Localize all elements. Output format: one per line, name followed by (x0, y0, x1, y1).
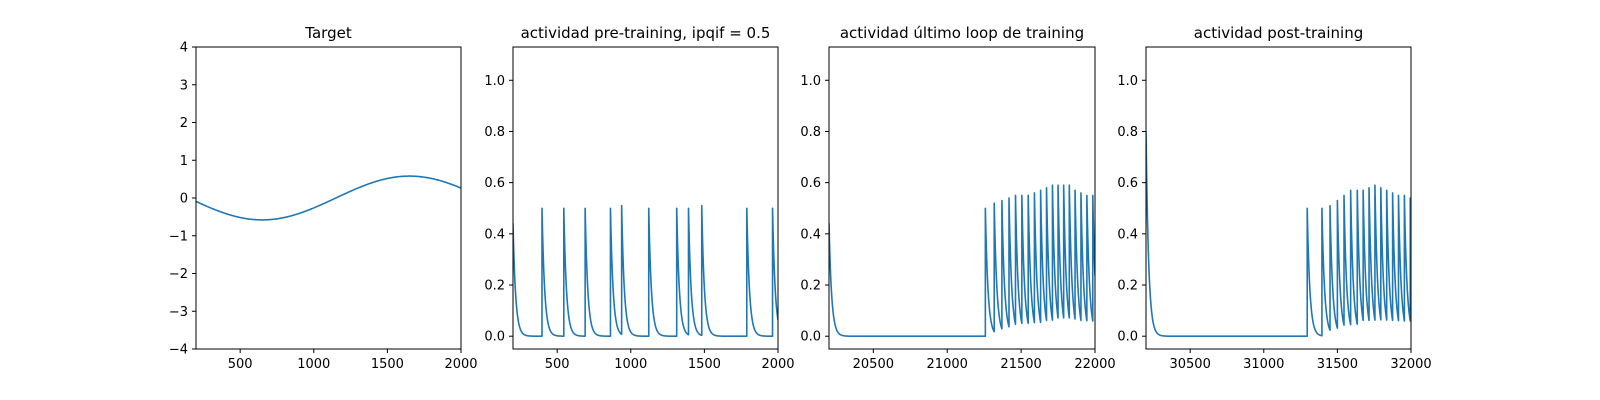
chart-title: actividad último loop de training (840, 24, 1084, 42)
x-tick-label: 1000 (297, 357, 330, 372)
plot-frame (828, 46, 1096, 350)
series-line-1 (1146, 130, 1411, 337)
series-line-1 (829, 184, 1095, 337)
y-tick-label: 4 (180, 41, 188, 56)
plot-frame (512, 46, 779, 350)
series-line-1 (196, 175, 461, 221)
y-tick-label: 0.4 (1117, 227, 1138, 242)
chart-panel-3: 20500 21000 21500 22000 0.0 0.2 0.4 0.6 0.8 1.0 ac… (800, 24, 1115, 372)
x-tick-label: 21000 (927, 357, 968, 372)
x-tick-label: 2000 (761, 357, 794, 372)
y-tick-label: 0.0 (800, 330, 821, 345)
y-tick-label: 3 (180, 78, 188, 93)
plot-frame (1145, 46, 1412, 350)
y-tick-label: 0.2 (484, 279, 505, 294)
y-tick-label: −4 (169, 343, 188, 358)
series-line-1 (513, 204, 778, 337)
y-tick-label: 0.6 (800, 176, 821, 191)
chart-title: actividad post-training (1194, 24, 1363, 42)
x-tick-label: 1500 (688, 357, 721, 372)
y-tick-label: 1 (180, 154, 188, 169)
y-tick-label: 0.0 (1117, 330, 1138, 345)
x-tick-label: 1500 (371, 357, 404, 372)
chart-title: Target (304, 24, 352, 42)
x-tick-label: 20500 (853, 357, 894, 372)
y-tick-label: 0.6 (1117, 176, 1138, 191)
y-tick-label: 0.2 (1117, 279, 1138, 294)
x-tick-label: 21500 (1000, 357, 1041, 372)
x-tick-label: 22000 (1074, 357, 1115, 372)
y-tick-label: 0.4 (484, 227, 505, 242)
x-tick-label: 1000 (614, 357, 647, 372)
chart-title: actividad pre-training, ipqif = 0.5 (521, 24, 771, 42)
x-tick-label: 31500 (1317, 357, 1358, 372)
y-tick-label: −1 (169, 229, 188, 244)
chart-panel-2: 500 1000 1500 2000 0.0 0.2 0.4 0.6 0.8 1.0 activid… (484, 24, 794, 372)
y-tick-label: 0.2 (800, 279, 821, 294)
x-tick-label: 30500 (1169, 357, 1210, 372)
y-tick-label: 0.0 (484, 330, 505, 345)
plot-frame (195, 46, 462, 350)
x-tick-label: 500 (545, 357, 570, 372)
y-tick-label: 0 (180, 192, 188, 207)
y-tick-label: −3 (169, 305, 188, 320)
y-tick-label: 0.4 (800, 227, 821, 242)
x-tick-label: 31000 (1243, 357, 1284, 372)
y-tick-label: 0.6 (484, 176, 505, 191)
y-tick-label: 0.8 (484, 125, 505, 140)
y-tick-label: 0.8 (800, 125, 821, 140)
chart-panel-1: 500 1000 1500 2000 −4 −3 −2 −1 0 1 2 3 4 Target (169, 24, 478, 372)
x-tick-label: 2000 (444, 357, 477, 372)
y-tick-label: 0.8 (1117, 125, 1138, 140)
y-tick-label: 1.0 (800, 74, 821, 89)
x-tick-label: 500 (228, 357, 253, 372)
y-tick-label: −2 (169, 267, 188, 282)
x-tick-label: 32000 (1390, 357, 1431, 372)
y-tick-label: 1.0 (484, 74, 505, 89)
y-tick-label: 1.0 (1117, 74, 1138, 89)
y-tick-label: 2 (180, 116, 188, 131)
chart-panel-4: 30500 31000 31500 32000 0.0 0.2 0.4 0.6 0.8 1.0 ac… (1117, 24, 1431, 372)
